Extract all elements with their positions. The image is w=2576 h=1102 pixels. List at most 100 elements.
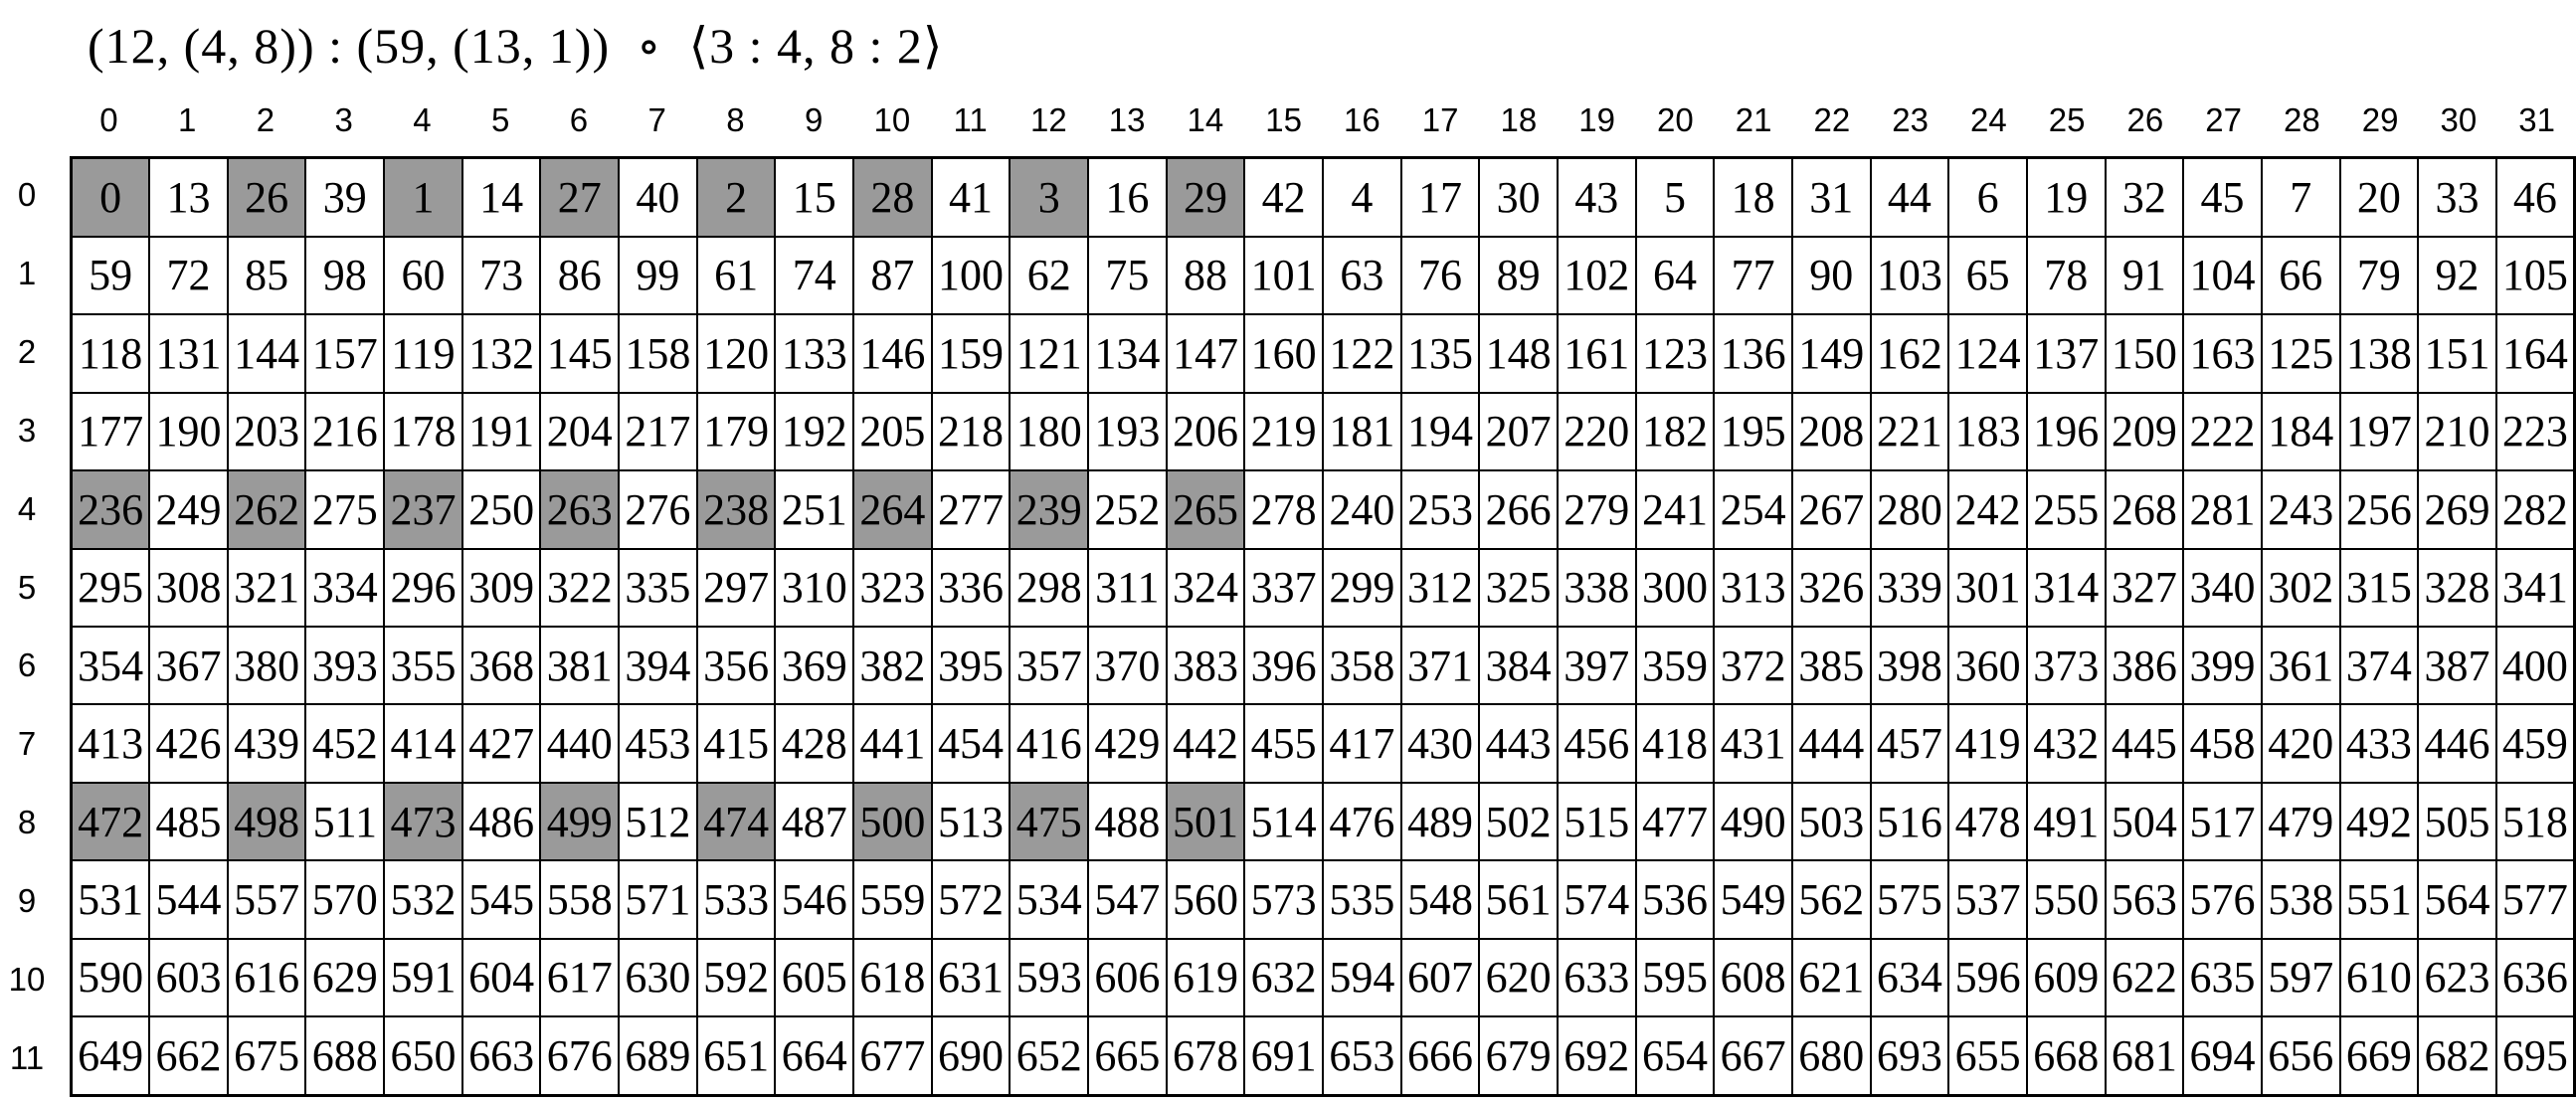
- grid-cell: 669: [2338, 1015, 2420, 1097]
- grid-cell: 417: [1322, 703, 1402, 784]
- grid-cell: 183: [1947, 391, 2028, 472]
- grid-cell: 549: [1713, 859, 1793, 940]
- grid-cell: 264: [852, 469, 933, 550]
- grid-cell: 77: [1713, 235, 1793, 316]
- grid-cell: 576: [2182, 859, 2263, 940]
- grid-cell: 150: [2104, 313, 2185, 394]
- grid-cell: 621: [1790, 937, 1872, 1018]
- grid-cell: 63: [1322, 235, 1402, 316]
- column-header: 18: [1500, 101, 1538, 138]
- grid-cell: 101: [1243, 235, 1324, 316]
- grid-cell: 370: [1087, 625, 1168, 706]
- grid-cell: 65: [1947, 235, 2028, 316]
- grid-cell: 605: [774, 937, 855, 1018]
- grid-cell: 222: [2182, 391, 2263, 472]
- grid-cell: 662: [148, 1015, 229, 1097]
- grid-cell: 76: [1399, 235, 1481, 316]
- grid-cell: 124: [1947, 313, 2028, 394]
- grid-cell: 136: [1713, 313, 1793, 394]
- grid-cell: 3: [1009, 156, 1090, 238]
- grid-cell: 27: [539, 156, 621, 238]
- grid-cell: 369: [774, 625, 855, 706]
- grid-cell: 242: [1947, 469, 2028, 550]
- column-header: 21: [1735, 101, 1772, 138]
- grid-cell: 267: [1790, 469, 1872, 550]
- grid-cell: 277: [930, 469, 1012, 550]
- grid-cell: 551: [2338, 859, 2420, 940]
- grid-cell: 603: [148, 937, 229, 1018]
- grid-cell: 544: [148, 859, 229, 940]
- grid-cell: 73: [460, 235, 542, 316]
- grid-cell: 516: [1869, 781, 1950, 862]
- grid-cell: 205: [852, 391, 933, 472]
- grid-cell: 500: [852, 781, 933, 862]
- grid-cell: 338: [1556, 547, 1637, 628]
- column-header: 8: [726, 101, 745, 138]
- column-header: 12: [1030, 101, 1067, 138]
- column-header: 14: [1187, 101, 1224, 138]
- grid-cell: 1: [383, 156, 463, 238]
- grid-cell: 103: [1869, 235, 1950, 316]
- grid-cell: 655: [1947, 1015, 2028, 1097]
- grid-cell: 681: [2104, 1015, 2185, 1097]
- grid-cell: 623: [2417, 937, 2497, 1018]
- grid-cell: 575: [1869, 859, 1950, 940]
- grid-cell: 243: [2260, 469, 2341, 550]
- grid-cell: 7: [2260, 156, 2341, 238]
- grid-cell: 486: [460, 781, 542, 862]
- grid-cell: 162: [1869, 313, 1950, 394]
- grid-cell: 652: [1009, 1015, 1090, 1097]
- grid-cell: 570: [304, 859, 386, 940]
- column-header: 10: [873, 101, 911, 138]
- grid-cell: 341: [2494, 547, 2576, 628]
- column-header: 29: [2361, 101, 2399, 138]
- grid-cell: 678: [1165, 1015, 1246, 1097]
- grid-cell: 385: [1790, 625, 1872, 706]
- grid-cell: 632: [1243, 937, 1324, 1018]
- column-header: 9: [804, 101, 824, 138]
- grid-cell: 66: [2260, 235, 2341, 316]
- grid-cell: 445: [2104, 703, 2185, 784]
- grid-cell: 340: [2182, 547, 2263, 628]
- grid-cell: 197: [2338, 391, 2420, 472]
- grid-cell: 210: [2417, 391, 2497, 472]
- grid-cell: 223: [2494, 391, 2576, 472]
- grid-cell: 413: [70, 703, 151, 784]
- grid-cell: 276: [618, 469, 698, 550]
- grid-cell: 60: [383, 235, 463, 316]
- grid-cell: 72: [148, 235, 229, 316]
- grid-cell: 444: [1790, 703, 1872, 784]
- grid-cell: 458: [2182, 703, 2263, 784]
- grid-cell: 563: [2104, 859, 2185, 940]
- grid-cell: 161: [1556, 313, 1637, 394]
- grid-cell: 610: [2338, 937, 2420, 1018]
- grid-cell: 574: [1556, 859, 1637, 940]
- column-header: 13: [1108, 101, 1146, 138]
- grid-cell: 453: [618, 703, 698, 784]
- grid-cell: 618: [852, 937, 933, 1018]
- grid-cell: 325: [1478, 547, 1559, 628]
- grid-cell: 534: [1009, 859, 1090, 940]
- column-header: 22: [1813, 101, 1851, 138]
- grid-cell: 2: [695, 156, 777, 238]
- grid-cell: 137: [2025, 313, 2107, 394]
- grid-cell: 535: [1322, 859, 1402, 940]
- column-header: 20: [1657, 101, 1694, 138]
- grid-cell: 616: [226, 937, 307, 1018]
- grid-cell: 368: [460, 625, 542, 706]
- grid-cell: 104: [2182, 235, 2263, 316]
- grid-cell: 663: [460, 1015, 542, 1097]
- grid-cell: 649: [70, 1015, 151, 1097]
- grid-cell: 561: [1478, 859, 1559, 940]
- grid-cell: 676: [539, 1015, 621, 1097]
- grid-cell: 651: [695, 1015, 777, 1097]
- grid-cell: 193: [1087, 391, 1168, 472]
- grid-cell: 132: [460, 313, 542, 394]
- grid-cell: 439: [226, 703, 307, 784]
- grid-cell: 33: [2417, 156, 2497, 238]
- grid-cell: 513: [930, 781, 1012, 862]
- grid-cell: 178: [383, 391, 463, 472]
- grid-cell: 428: [774, 703, 855, 784]
- grid-cell: 131: [148, 313, 229, 394]
